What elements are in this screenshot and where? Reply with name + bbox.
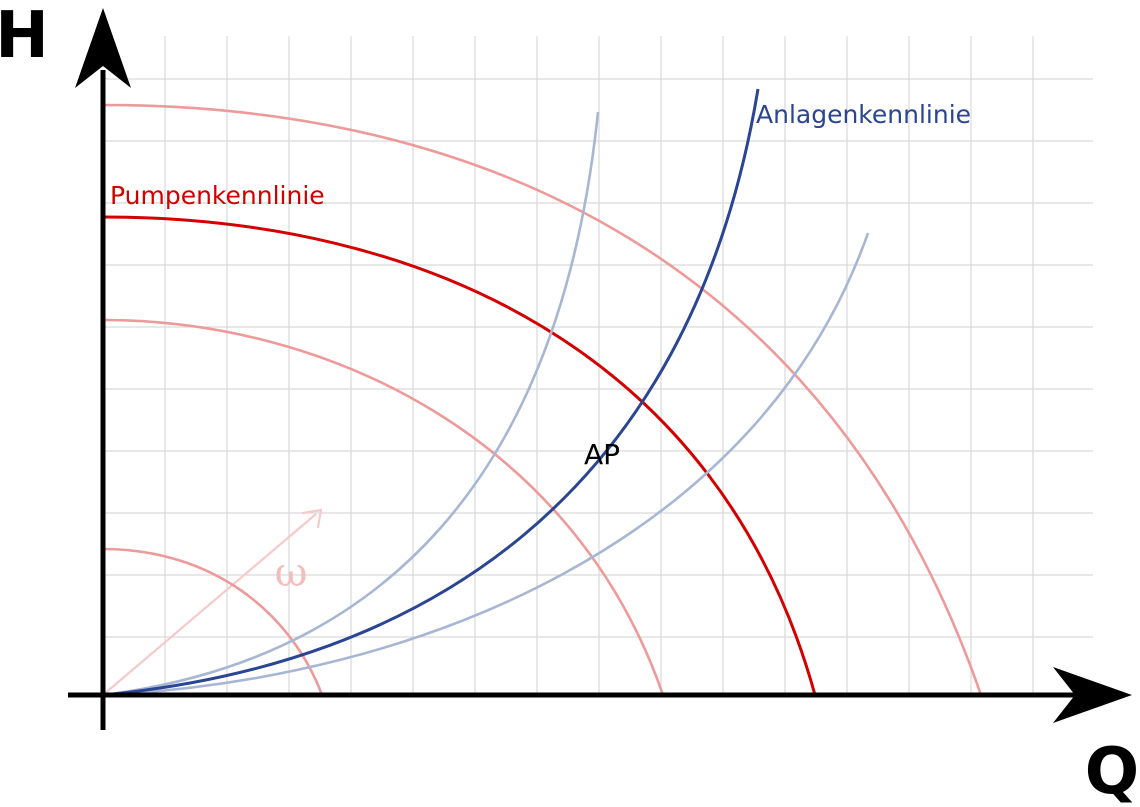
pump-curve-high-speed: [102, 103, 983, 696]
speed-arrow: [102, 508, 323, 696]
axes: [68, 8, 1132, 730]
operating-point-label: AP: [584, 438, 620, 471]
speed-arrow-shaft: [102, 513, 317, 696]
y-axis-arrowhead: [75, 8, 131, 88]
x-axis-label: Q: [1085, 735, 1139, 807]
speed-symbol: ω: [275, 550, 308, 596]
speed-arrow-head: [301, 508, 323, 529]
system-curves: [102, 88, 870, 697]
pump-curve-mid-speed: [102, 318, 665, 696]
pump-curve-label: Pumpenkennlinie: [110, 181, 325, 210]
system-curve-nominal: [102, 88, 760, 697]
system-curve-steep: [102, 111, 600, 697]
system-curve-label: Anlagenkennlinie: [756, 100, 971, 129]
y-axis-label: H: [0, 0, 49, 73]
pump-curve-low-speed: [102, 547, 324, 696]
pump-curves: [102, 103, 983, 696]
x-axis-arrowhead: [1053, 667, 1132, 723]
system-curve-flat: [102, 232, 870, 697]
pump-curve-nominal: [102, 215, 817, 696]
